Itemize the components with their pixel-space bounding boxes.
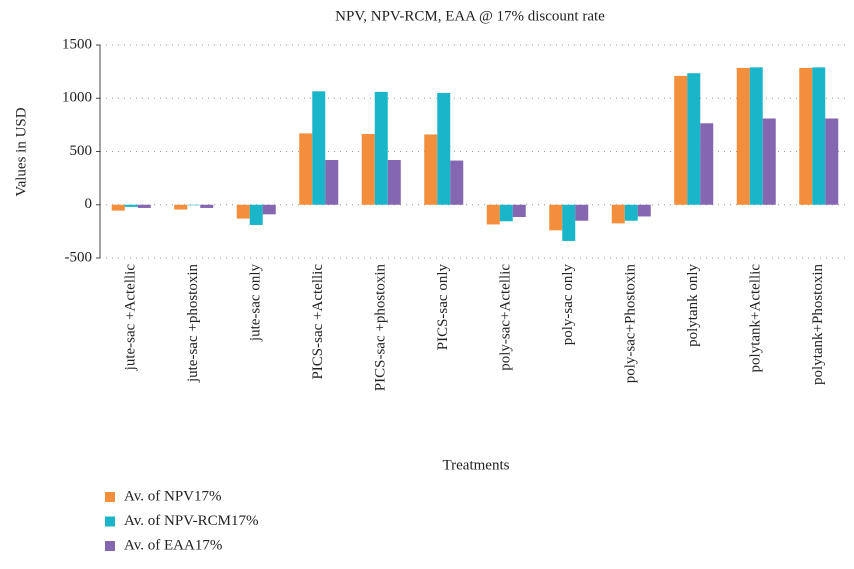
y-tick-label: 0 xyxy=(85,196,93,212)
bar xyxy=(262,204,276,215)
bar xyxy=(249,204,263,225)
x-axis-label: Treatments xyxy=(443,457,510,473)
legend-swatch xyxy=(105,516,115,527)
bar xyxy=(736,67,750,205)
bar xyxy=(486,204,500,225)
y-tick-label: 1500 xyxy=(62,36,92,52)
bar xyxy=(374,91,388,205)
x-tick-label: PICS-sac +Actellic xyxy=(310,264,326,380)
bar xyxy=(512,204,526,217)
bar xyxy=(549,204,563,231)
bar xyxy=(424,134,438,205)
bar xyxy=(299,133,313,205)
y-tick-label: -500 xyxy=(65,249,93,265)
bar xyxy=(124,204,138,207)
x-tick-label: polytank only xyxy=(685,264,701,347)
bar xyxy=(762,118,776,205)
bar xyxy=(174,204,188,210)
bar xyxy=(137,204,151,208)
bar xyxy=(187,204,201,206)
x-tick-label: jute-sac +phostoxin xyxy=(185,264,201,384)
bar xyxy=(450,160,464,205)
bar xyxy=(637,204,651,217)
x-tick-label: poly-sac+Phostoxin xyxy=(623,264,639,384)
x-tick-label: poly-sac only xyxy=(560,264,576,346)
legend-label: Av. of EAA17% xyxy=(124,537,222,553)
x-tick-label: PICS-sac only xyxy=(435,264,451,351)
bar xyxy=(700,123,714,205)
bar xyxy=(361,133,375,205)
bar xyxy=(437,92,451,205)
bar xyxy=(111,204,125,211)
bar xyxy=(611,204,625,224)
bar xyxy=(799,67,813,205)
x-tick-label: poly-sac+Actellic xyxy=(498,264,514,371)
legend-swatch xyxy=(105,541,115,551)
y-tick-label: 500 xyxy=(70,143,93,159)
x-tick-label: jute-sac +Actellic xyxy=(123,264,139,372)
bar xyxy=(749,67,763,205)
bar xyxy=(687,73,701,205)
bar xyxy=(825,118,839,205)
bar xyxy=(236,204,250,219)
bar xyxy=(499,204,513,222)
bar xyxy=(575,204,589,221)
x-tick-label: PICS-sac +phostoxin xyxy=(373,264,389,392)
bar xyxy=(624,204,638,221)
y-axis-label: Values in USD xyxy=(13,107,29,196)
bar xyxy=(562,204,576,241)
bar xyxy=(325,160,339,205)
x-tick-label: polytank+Actellic xyxy=(748,264,764,373)
bar xyxy=(387,160,401,205)
chart-title: NPV, NPV-RCM, EAA @ 17% discount rate xyxy=(335,8,605,24)
bar xyxy=(812,67,826,205)
x-tick-label: jute-sac only xyxy=(248,264,264,343)
bar xyxy=(200,204,214,208)
legend-label: Av. of NPV-RCM17% xyxy=(124,513,258,529)
legend-swatch xyxy=(105,492,115,502)
bar xyxy=(674,75,688,205)
legend-label: Av. of NPV17% xyxy=(124,488,222,504)
y-tick-label: 1000 xyxy=(62,90,92,106)
x-tick-label: polytank+Phostoxin xyxy=(810,264,826,385)
bar xyxy=(312,91,326,205)
